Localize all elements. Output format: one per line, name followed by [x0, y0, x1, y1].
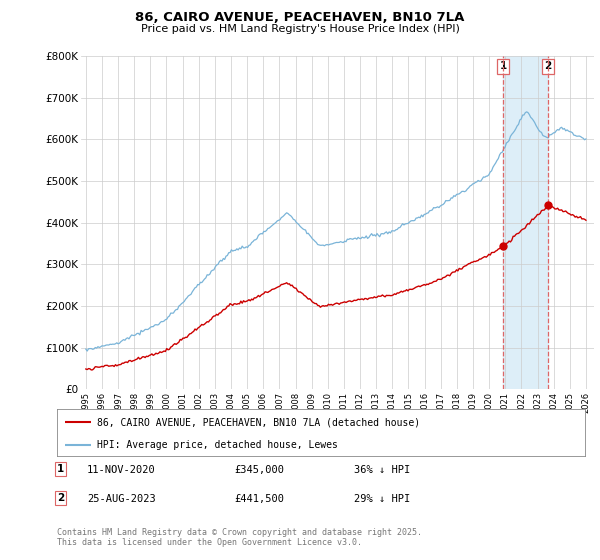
Text: 2: 2: [544, 62, 551, 72]
Text: 11-NOV-2020: 11-NOV-2020: [87, 465, 156, 475]
Text: £441,500: £441,500: [234, 494, 284, 504]
Text: Contains HM Land Registry data © Crown copyright and database right 2025.
This d: Contains HM Land Registry data © Crown c…: [57, 528, 422, 547]
Text: HPI: Average price, detached house, Lewes: HPI: Average price, detached house, Lewe…: [97, 440, 337, 450]
Text: 36% ↓ HPI: 36% ↓ HPI: [354, 465, 410, 475]
Text: 1: 1: [500, 62, 507, 72]
Text: 2: 2: [57, 493, 64, 503]
Text: 25-AUG-2023: 25-AUG-2023: [87, 494, 156, 504]
Text: 29% ↓ HPI: 29% ↓ HPI: [354, 494, 410, 504]
Text: £345,000: £345,000: [234, 465, 284, 475]
Text: 86, CAIRO AVENUE, PEACEHAVEN, BN10 7LA: 86, CAIRO AVENUE, PEACEHAVEN, BN10 7LA: [136, 11, 464, 24]
Bar: [503, 56, 548, 389]
Text: Price paid vs. HM Land Registry's House Price Index (HPI): Price paid vs. HM Land Registry's House …: [140, 24, 460, 34]
Text: 1: 1: [57, 464, 64, 474]
Text: 86, CAIRO AVENUE, PEACEHAVEN, BN10 7LA (detached house): 86, CAIRO AVENUE, PEACEHAVEN, BN10 7LA (…: [97, 417, 420, 427]
